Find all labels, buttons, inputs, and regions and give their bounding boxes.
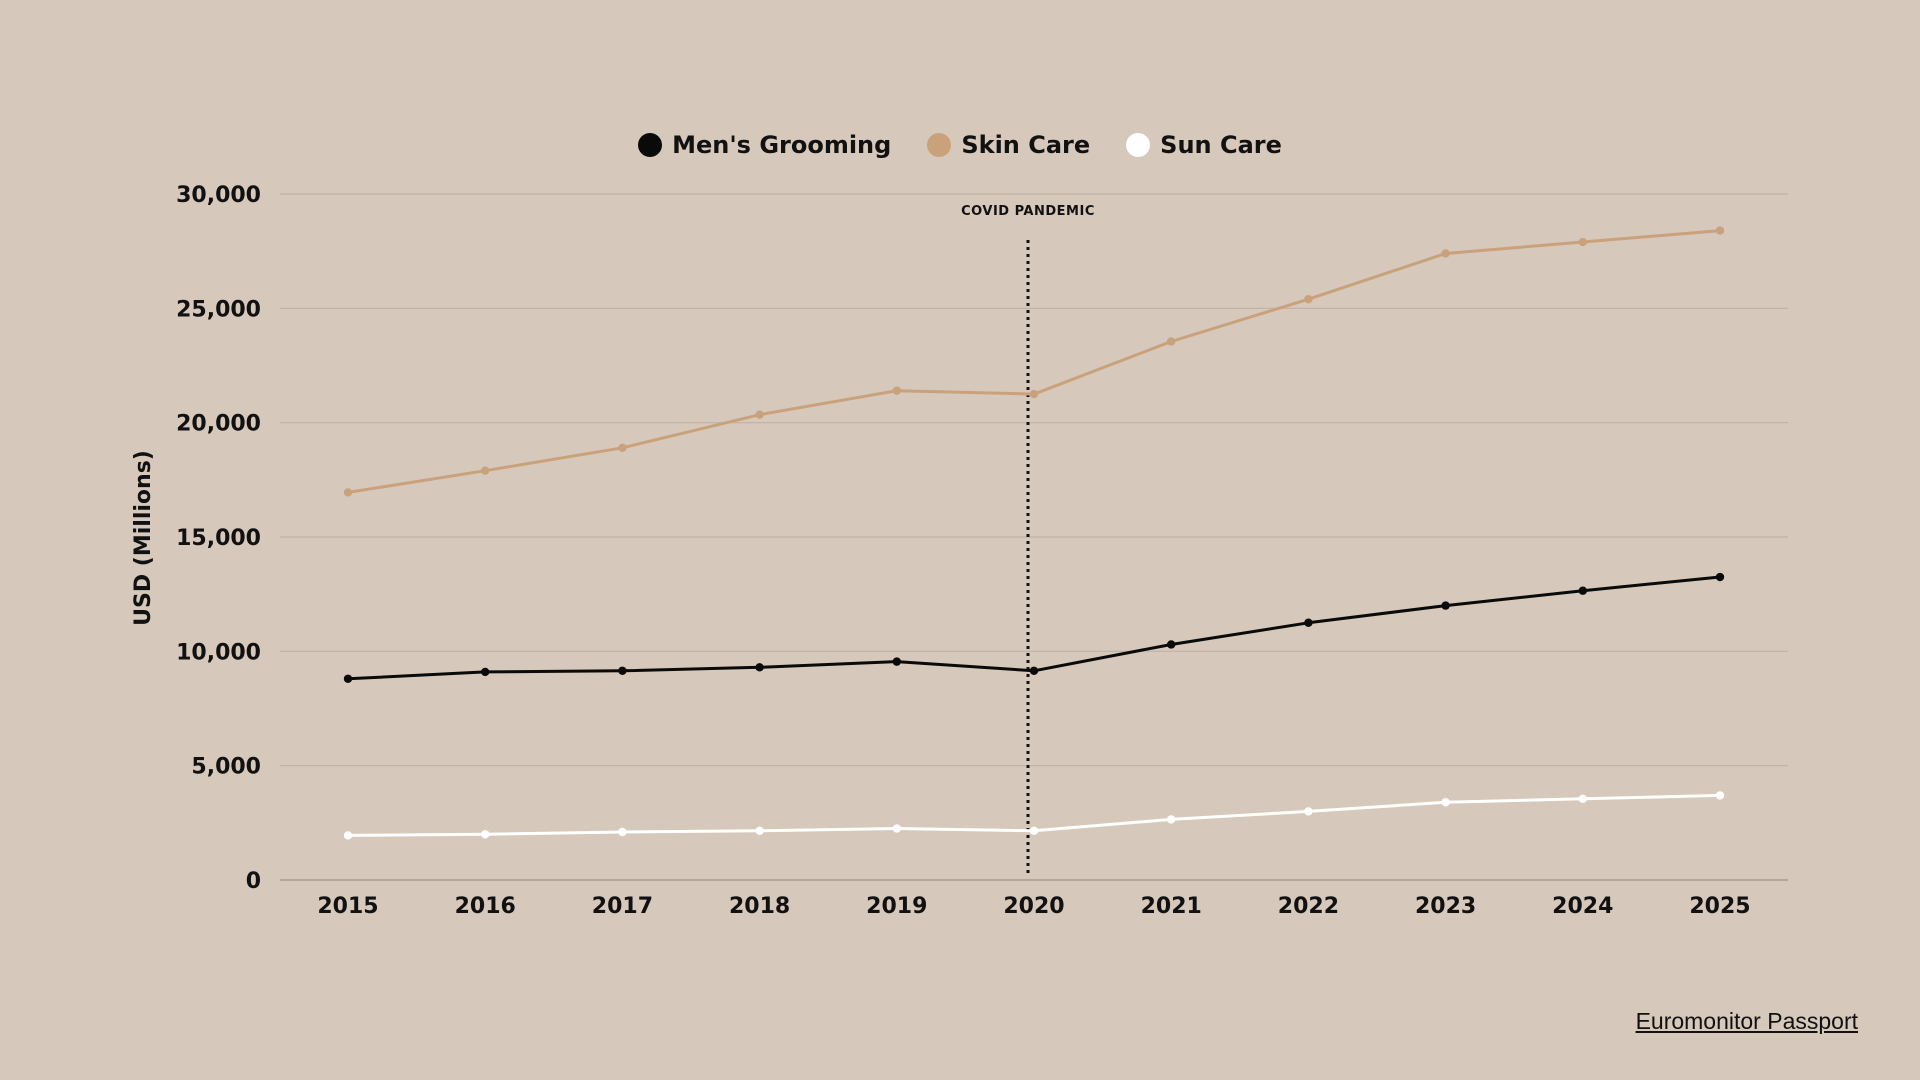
data-point-men-s-grooming bbox=[343, 674, 353, 683]
x-tick-label: 2022 bbox=[1278, 894, 1339, 919]
data-point-men-s-grooming bbox=[1029, 666, 1039, 675]
series-line-men-s-grooming bbox=[346, 575, 1722, 681]
covid-annotation-label: COVID PANDEMIC bbox=[961, 204, 1095, 219]
covid-annotation: COVID PANDEMIC bbox=[961, 204, 1095, 876]
y-tick-label: 30,000 bbox=[176, 183, 261, 208]
legend-label-mens-grooming: Men's Grooming bbox=[672, 131, 892, 159]
y-tick-label: 0 bbox=[246, 869, 261, 894]
data-point-skin-care bbox=[892, 386, 901, 395]
y-tick-label: 25,000 bbox=[176, 297, 261, 322]
data-point-men-s-grooming bbox=[618, 666, 627, 675]
data-point-skin-care bbox=[1441, 249, 1450, 258]
data-point-skin-care bbox=[481, 466, 490, 475]
data-point-sun-care bbox=[1578, 794, 1588, 804]
legend-swatch-mens-grooming bbox=[638, 133, 663, 157]
data-point-sun-care bbox=[1167, 815, 1176, 824]
x-tick-label: 2025 bbox=[1689, 894, 1750, 919]
data-point-sun-care bbox=[1029, 826, 1039, 836]
data-point-skin-care bbox=[618, 443, 627, 453]
y-axis-title: USD (Millions) bbox=[131, 450, 156, 626]
legend-swatch-skin-care bbox=[927, 133, 952, 157]
data-point-men-s-grooming bbox=[1167, 640, 1176, 649]
data-point-sun-care bbox=[1441, 798, 1450, 807]
data-point-men-s-grooming bbox=[1304, 618, 1313, 627]
x-tick-label: 2024 bbox=[1552, 894, 1613, 919]
legend-item-skin-care: Skin Care bbox=[927, 131, 1090, 159]
series-line-skin-care bbox=[346, 229, 1722, 494]
y-tick-label: 20,000 bbox=[176, 412, 261, 437]
series-sun-care bbox=[343, 791, 1725, 840]
data-point-skin-care bbox=[755, 410, 764, 419]
data-point-men-s-grooming bbox=[755, 663, 764, 672]
legend: Men's Grooming Skin Care Sun Care bbox=[0, 131, 1920, 159]
data-point-sun-care bbox=[481, 830, 490, 839]
x-tick-label: 2016 bbox=[455, 894, 516, 919]
data-point-skin-care bbox=[1578, 237, 1588, 247]
data-point-sun-care bbox=[1715, 791, 1725, 800]
grid-lines bbox=[280, 193, 1788, 881]
data-point-skin-care bbox=[1715, 226, 1725, 235]
x-tick-label: 2021 bbox=[1141, 894, 1202, 919]
data-point-skin-care bbox=[1029, 389, 1039, 399]
data-point-men-s-grooming bbox=[481, 667, 490, 677]
data-point-men-s-grooming bbox=[1715, 572, 1725, 582]
x-tick-label: 2019 bbox=[866, 894, 927, 919]
data-point-sun-care bbox=[343, 831, 353, 840]
series-lines bbox=[343, 226, 1725, 840]
legend-item-mens-grooming: Men's Grooming bbox=[638, 131, 891, 159]
series-skin-care bbox=[343, 226, 1725, 497]
x-axis-ticks: 2015 2016 2017 2018 2019 2020 2021 2022 2023 2024… bbox=[317, 894, 1750, 919]
data-point-sun-care bbox=[1304, 807, 1313, 816]
x-tick-label: 2018 bbox=[729, 894, 790, 919]
x-tick-label: 2015 bbox=[317, 894, 378, 919]
y-tick-label: 10,000 bbox=[176, 640, 261, 665]
data-point-skin-care bbox=[1304, 294, 1313, 304]
legend-swatch-sun-care bbox=[1126, 133, 1151, 157]
legend-item-sun-care: Sun Care bbox=[1126, 131, 1282, 159]
legend-label-skin-care: Skin Care bbox=[961, 131, 1091, 159]
data-point-men-s-grooming bbox=[892, 657, 901, 666]
x-tick-label: 2023 bbox=[1415, 894, 1476, 919]
data-point-skin-care bbox=[343, 488, 353, 497]
data-point-sun-care bbox=[618, 827, 627, 837]
data-point-sun-care bbox=[755, 826, 764, 836]
y-axis-ticks: 0 5,000 10,000 15,000 20,000 25,000 30,000 bbox=[176, 183, 261, 894]
data-point-sun-care bbox=[892, 824, 901, 833]
data-point-men-s-grooming bbox=[1578, 586, 1588, 595]
source-link[interactable]: Euromonitor Passport bbox=[1635, 1008, 1858, 1034]
legend-label-sun-care: Sun Care bbox=[1160, 131, 1282, 159]
data-point-men-s-grooming bbox=[1441, 601, 1450, 610]
series-men-s-grooming bbox=[343, 572, 1725, 683]
x-tick-label: 2020 bbox=[1003, 894, 1064, 919]
y-tick-label: 15,000 bbox=[176, 526, 261, 551]
y-tick-label: 5,000 bbox=[191, 755, 261, 780]
data-point-skin-care bbox=[1167, 337, 1176, 346]
x-tick-label: 2017 bbox=[592, 894, 653, 919]
